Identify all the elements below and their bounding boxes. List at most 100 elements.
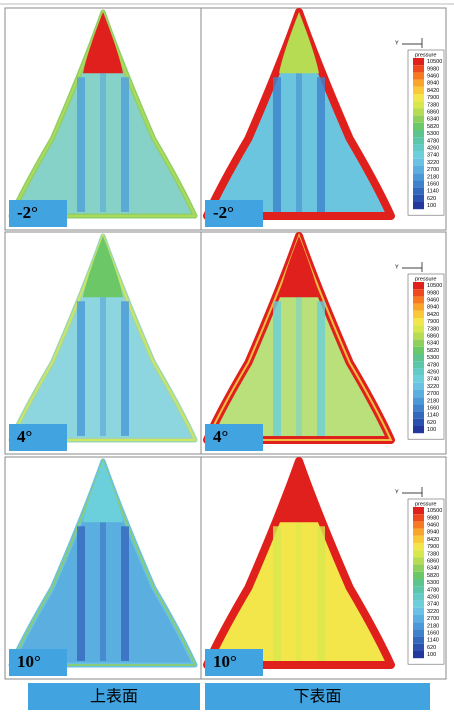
legend-level: 4260	[427, 369, 439, 375]
legend-level: 1660	[427, 405, 439, 411]
legend-level: 7900	[427, 544, 439, 550]
legend-swatch	[413, 397, 424, 404]
legend-level: 620	[427, 645, 436, 651]
legend-level: 8940	[427, 305, 439, 311]
legend-swatch	[413, 572, 424, 579]
legend-swatch	[413, 173, 424, 180]
legend-level: 8420	[427, 537, 439, 543]
legend-swatch	[413, 368, 424, 375]
angle-label: 4°	[17, 427, 32, 446]
legend-swatch	[413, 550, 424, 557]
legend-level: 3740	[427, 377, 439, 383]
legend-level: 3740	[427, 153, 439, 159]
column-label: 下表面	[293, 687, 341, 706]
legend-level: 100	[427, 203, 436, 209]
legend-level: 7900	[427, 319, 439, 325]
legend-level: 5300	[427, 131, 439, 137]
legend-level: 4780	[427, 138, 439, 144]
angle-label: 10°	[213, 652, 237, 671]
legend-level: 1140	[427, 413, 439, 419]
legend-swatch	[413, 58, 424, 65]
legend-swatch	[413, 637, 424, 644]
legend-level: 6860	[427, 558, 439, 564]
legend-swatch	[413, 87, 424, 94]
legend-swatch	[413, 529, 424, 536]
stripe	[77, 77, 85, 212]
legend-swatch	[413, 586, 424, 593]
legend-level: 9460	[427, 297, 439, 303]
legend-level: 9980	[427, 515, 439, 521]
legend-swatch	[413, 137, 424, 144]
legend-swatch	[413, 202, 424, 209]
legend-swatch	[413, 72, 424, 79]
legend-level: 5820	[427, 348, 439, 354]
angle-label: -2°	[17, 203, 38, 222]
legend-title: pressure	[415, 501, 436, 507]
legend-swatch	[413, 152, 424, 159]
legend-swatch	[413, 289, 424, 296]
legend-level: 9980	[427, 66, 439, 72]
legend-level: 2700	[427, 616, 439, 622]
legend-swatch	[413, 404, 424, 411]
legend-level: 10500	[427, 59, 442, 65]
legend-title: pressure	[415, 276, 436, 282]
legend-swatch	[413, 412, 424, 419]
legend-level: 3220	[427, 384, 439, 390]
legend-level: 2180	[427, 623, 439, 629]
axis-label: Y	[395, 40, 399, 46]
legend-level: 8420	[427, 88, 439, 94]
legend-swatch	[413, 311, 424, 318]
legend-level: 2180	[427, 398, 439, 404]
legend-swatch	[413, 282, 424, 289]
legend-swatch	[413, 536, 424, 543]
legend-swatch	[413, 332, 424, 339]
legend-swatch	[413, 543, 424, 550]
stripe	[100, 522, 106, 661]
legend-level: 5300	[427, 355, 439, 361]
legend-swatch	[413, 144, 424, 151]
stripe	[121, 526, 129, 661]
stripe	[317, 301, 325, 436]
legend-level: 8940	[427, 530, 439, 536]
legend-level: 4260	[427, 145, 439, 151]
legend-level: 7380	[427, 551, 439, 557]
legend-level: 1140	[427, 189, 439, 195]
axis-label: Y	[395, 489, 399, 495]
legend-swatch	[413, 304, 424, 311]
legend-swatch	[413, 108, 424, 115]
legend-level: 8420	[427, 312, 439, 318]
legend-level: 1660	[427, 181, 439, 187]
legend-swatch	[413, 565, 424, 572]
legend-level: 100	[427, 427, 436, 433]
legend-swatch	[413, 354, 424, 361]
legend-swatch	[413, 80, 424, 87]
legend-swatch	[413, 651, 424, 658]
legend-swatch	[413, 622, 424, 629]
legend-level: 10500	[427, 508, 442, 514]
stripe	[121, 77, 129, 212]
legend-swatch	[413, 318, 424, 325]
legend-level: 6860	[427, 109, 439, 115]
legend-level: 3220	[427, 609, 439, 615]
legend-level: 10500	[427, 283, 442, 289]
legend-level: 3220	[427, 160, 439, 166]
legend-level: 3740	[427, 602, 439, 608]
legend-swatch	[413, 123, 424, 130]
legend-level: 6860	[427, 333, 439, 339]
stripe	[296, 522, 302, 661]
legend-swatch	[413, 188, 424, 195]
legend-swatch	[413, 419, 424, 426]
legend-swatch	[413, 383, 424, 390]
legend-swatch	[413, 166, 424, 173]
legend-level: 7380	[427, 102, 439, 108]
legend-level: 4780	[427, 587, 439, 593]
legend-swatch	[413, 579, 424, 586]
stripe	[296, 297, 302, 436]
legend-swatch	[413, 608, 424, 615]
angle-label: 10°	[17, 652, 41, 671]
legend-level: 7380	[427, 326, 439, 332]
legend-swatch	[413, 376, 424, 383]
axis-label: Y	[395, 264, 399, 270]
legend-swatch	[413, 159, 424, 166]
legend-level: 5820	[427, 124, 439, 130]
